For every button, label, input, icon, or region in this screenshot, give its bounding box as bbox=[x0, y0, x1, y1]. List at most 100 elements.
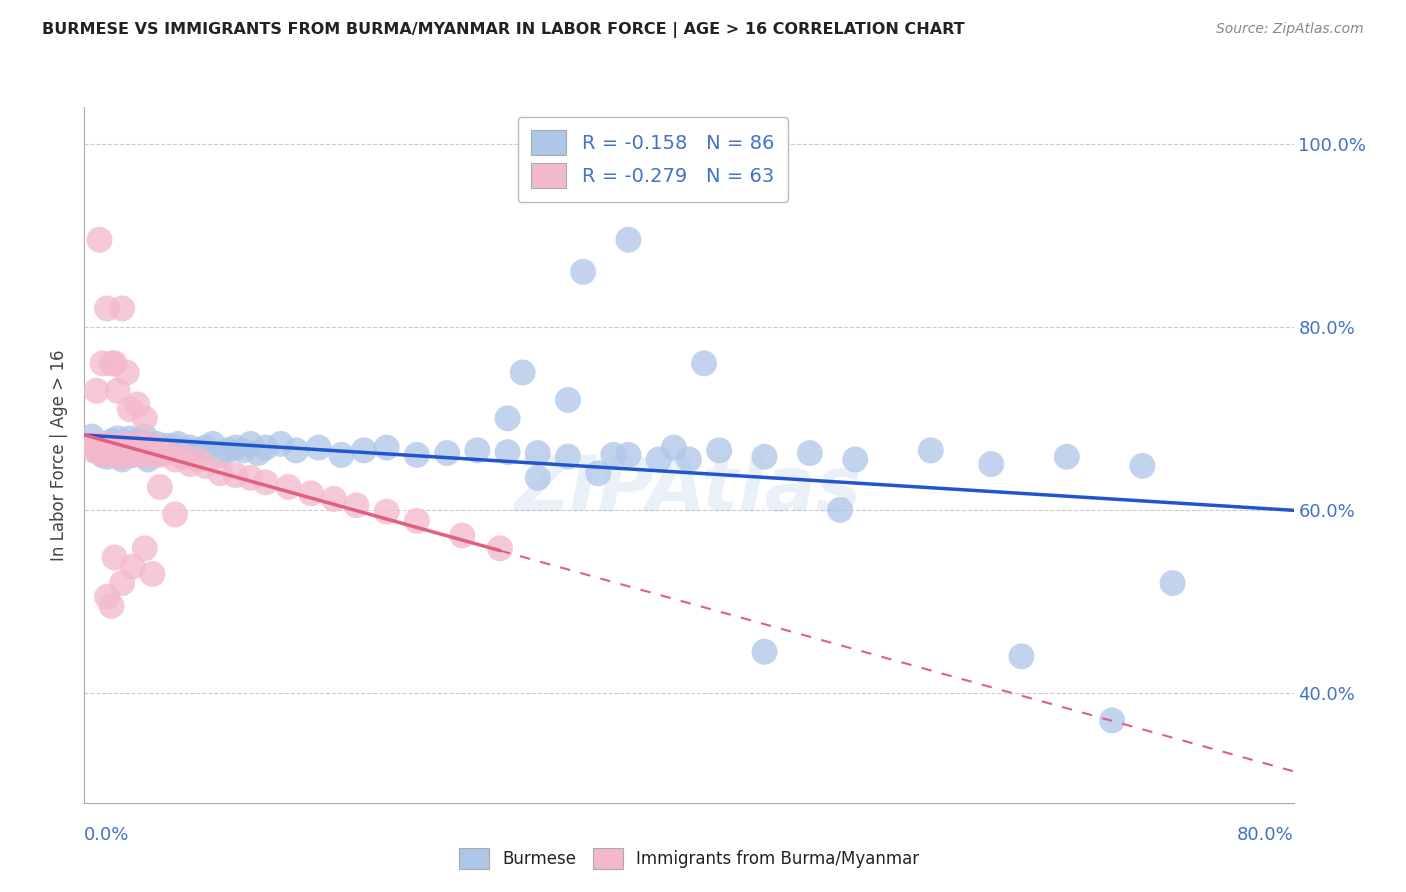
Point bbox=[270, 437, 292, 451]
Point bbox=[239, 471, 262, 485]
Point bbox=[662, 441, 685, 455]
Point bbox=[557, 450, 579, 464]
Point bbox=[232, 443, 254, 458]
Point bbox=[136, 443, 159, 458]
Point bbox=[127, 398, 149, 412]
Point bbox=[451, 528, 474, 542]
Point bbox=[80, 429, 103, 443]
Point bbox=[97, 441, 120, 455]
Point bbox=[107, 384, 129, 398]
Point bbox=[844, 452, 866, 467]
Point bbox=[165, 508, 187, 522]
Point bbox=[96, 590, 118, 604]
Point bbox=[172, 450, 194, 464]
Point bbox=[512, 366, 534, 380]
Point bbox=[201, 437, 224, 451]
Point bbox=[104, 441, 127, 455]
Point bbox=[118, 441, 141, 455]
Point bbox=[149, 441, 172, 455]
Point bbox=[156, 446, 179, 460]
Point bbox=[111, 576, 134, 591]
Point bbox=[104, 550, 127, 565]
Point bbox=[225, 468, 247, 483]
Point bbox=[125, 437, 148, 451]
Point bbox=[115, 366, 138, 380]
Point bbox=[107, 445, 129, 459]
Point bbox=[110, 450, 132, 464]
Point bbox=[104, 443, 127, 458]
Point bbox=[285, 443, 308, 458]
Point bbox=[209, 448, 232, 462]
Text: 0.0%: 0.0% bbox=[84, 826, 129, 844]
Point bbox=[149, 480, 172, 494]
Point bbox=[353, 443, 375, 458]
Point bbox=[89, 441, 111, 455]
Point bbox=[346, 498, 368, 512]
Point bbox=[1101, 714, 1123, 728]
Point bbox=[127, 434, 149, 449]
Point bbox=[111, 439, 134, 453]
Point bbox=[121, 559, 143, 574]
Point bbox=[209, 467, 232, 481]
Point bbox=[91, 448, 114, 462]
Point bbox=[799, 446, 821, 460]
Point bbox=[1056, 450, 1078, 464]
Point bbox=[131, 448, 153, 462]
Point bbox=[142, 443, 165, 458]
Point bbox=[104, 356, 127, 370]
Point bbox=[112, 437, 135, 451]
Point bbox=[141, 439, 163, 453]
Point bbox=[86, 443, 108, 458]
Point bbox=[96, 301, 118, 316]
Point bbox=[179, 457, 201, 471]
Point bbox=[467, 443, 489, 458]
Point bbox=[406, 514, 429, 528]
Point bbox=[134, 441, 156, 455]
Point bbox=[86, 437, 108, 451]
Point bbox=[375, 505, 398, 519]
Point bbox=[709, 443, 731, 458]
Point bbox=[111, 301, 134, 316]
Point bbox=[217, 443, 239, 458]
Point bbox=[254, 441, 277, 455]
Point bbox=[134, 437, 156, 451]
Point bbox=[176, 443, 198, 458]
Point bbox=[194, 458, 217, 473]
Point bbox=[187, 452, 209, 467]
Point bbox=[489, 541, 512, 556]
Point bbox=[557, 392, 579, 407]
Point bbox=[121, 448, 143, 462]
Point bbox=[107, 439, 129, 453]
Point bbox=[134, 429, 156, 443]
Point bbox=[100, 356, 122, 370]
Point bbox=[115, 443, 138, 458]
Point bbox=[131, 441, 153, 455]
Point bbox=[436, 446, 458, 460]
Point bbox=[754, 450, 776, 464]
Point bbox=[89, 233, 111, 247]
Point bbox=[617, 448, 640, 462]
Point bbox=[254, 475, 277, 490]
Point bbox=[118, 441, 141, 455]
Point bbox=[136, 452, 159, 467]
Point bbox=[172, 448, 194, 462]
Point bbox=[91, 356, 114, 370]
Point bbox=[141, 566, 163, 581]
Point bbox=[678, 452, 700, 467]
Point bbox=[136, 437, 159, 451]
Point bbox=[299, 486, 322, 500]
Point bbox=[247, 446, 270, 460]
Point bbox=[115, 443, 138, 458]
Point bbox=[1161, 576, 1184, 591]
Point bbox=[179, 441, 201, 455]
Point bbox=[527, 446, 550, 460]
Text: ZIPAtlas: ZIPAtlas bbox=[515, 453, 863, 526]
Point bbox=[121, 437, 143, 451]
Point bbox=[167, 437, 190, 451]
Point bbox=[308, 441, 330, 455]
Point bbox=[107, 432, 129, 446]
Point bbox=[111, 452, 134, 467]
Point bbox=[980, 457, 1002, 471]
Point bbox=[754, 645, 776, 659]
Point bbox=[1130, 458, 1153, 473]
